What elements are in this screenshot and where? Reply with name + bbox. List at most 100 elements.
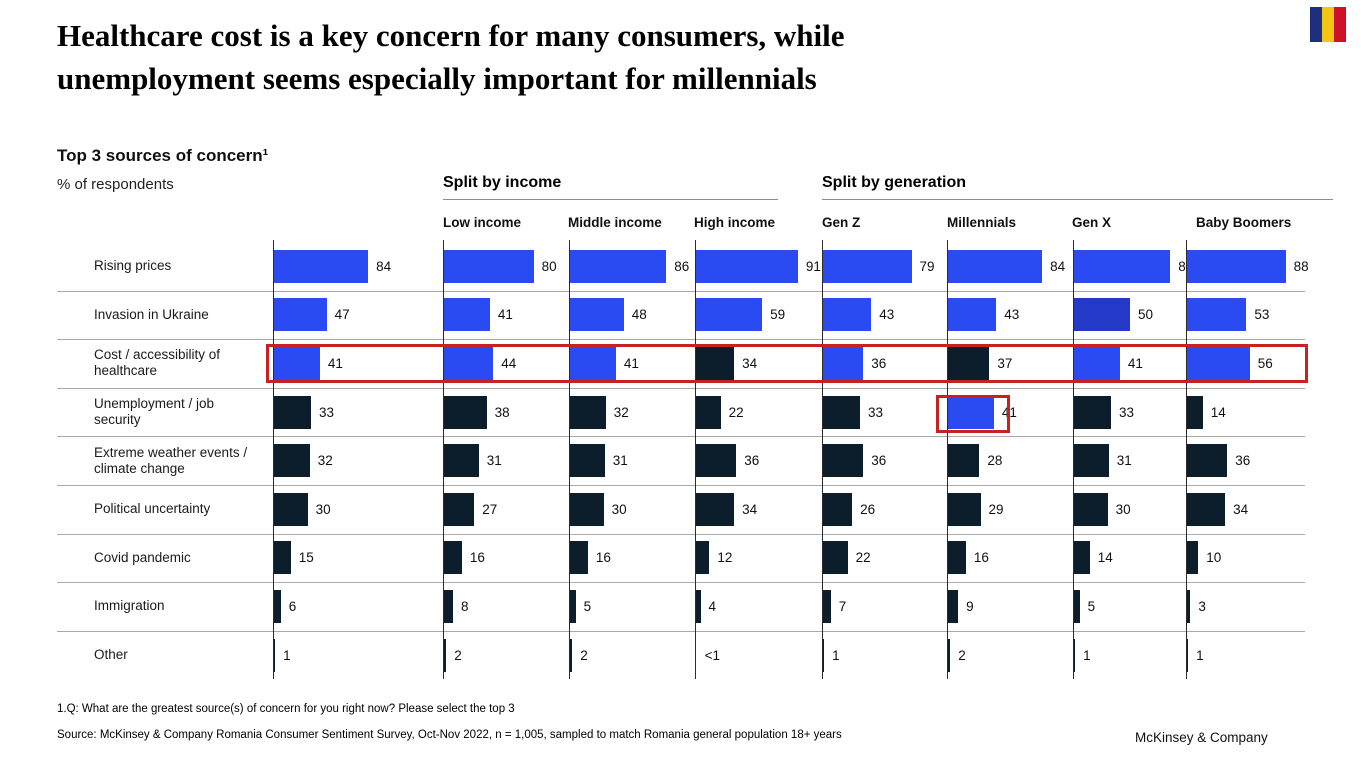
- bar: [696, 492, 735, 526]
- column-axis: [273, 240, 274, 680]
- bar-value: 30: [611, 501, 627, 517]
- bar-value: 86: [674, 258, 690, 274]
- highlight-cell-box: [936, 394, 1010, 433]
- column-axis: [947, 240, 948, 680]
- chart-subtitle: % of respondents: [57, 176, 174, 193]
- footnote-question: 1.Q: What are the greatest source(s) of …: [57, 703, 515, 715]
- bar-value: 47: [334, 307, 350, 323]
- column-axis: [443, 240, 444, 680]
- bar-value: 36: [1235, 453, 1251, 469]
- bar-value: 2: [454, 647, 462, 663]
- bar-value: 41: [497, 307, 513, 323]
- bar: [823, 347, 864, 380]
- bar: [444, 395, 487, 429]
- bar: [948, 395, 994, 429]
- bar: [696, 249, 798, 283]
- bar-value: 84: [1050, 258, 1066, 274]
- bar: [444, 347, 494, 380]
- row-label: Covid pandemic: [94, 549, 191, 565]
- bar: [696, 444, 737, 478]
- bar-value: 16: [595, 550, 611, 566]
- bar-value: 34: [742, 355, 758, 371]
- bar: [823, 249, 912, 283]
- bar-value: 16: [469, 550, 485, 566]
- bar: [823, 298, 872, 332]
- bar: [1074, 541, 1090, 575]
- bar-value: 5: [583, 598, 592, 614]
- bar-value: 30: [315, 501, 331, 517]
- bar: [570, 444, 605, 478]
- bar: [696, 590, 701, 623]
- column-header-gen-x: Gen X: [1072, 215, 1112, 230]
- bar: [1187, 444, 1228, 478]
- bar-value: 44: [501, 355, 517, 371]
- bar-value: 16: [973, 550, 989, 566]
- bar-value: 43: [879, 307, 895, 323]
- bar: [1187, 347, 1250, 380]
- bar: [1074, 298, 1130, 332]
- bar: [823, 444, 864, 478]
- bar-value: 22: [855, 550, 871, 566]
- bar-value: 79: [919, 258, 935, 274]
- bar: [1187, 492, 1226, 526]
- bar-value: 33: [319, 404, 335, 420]
- flag-stripe-red: [1334, 7, 1346, 42]
- bar-value: 50: [1138, 307, 1154, 323]
- row-separator: [57, 630, 1305, 632]
- bar: [1074, 347, 1120, 380]
- column-axis: [822, 240, 823, 680]
- bar: [948, 298, 997, 332]
- bar: [570, 249, 667, 283]
- bar-value: 34: [742, 501, 758, 517]
- bar-value: 1: [1083, 647, 1091, 663]
- column-axis: [695, 240, 696, 680]
- group-underline-generation: [822, 199, 1333, 200]
- row-label: Invasion in Ukraine: [94, 306, 209, 322]
- bar: [948, 347, 990, 380]
- bar-value: 53: [1254, 307, 1270, 323]
- bar: [444, 590, 453, 623]
- bar: [696, 541, 710, 575]
- bar-value: 36: [871, 355, 887, 371]
- mckinsey-logo-text: McKinsey & Company: [1135, 730, 1268, 745]
- bar: [274, 347, 320, 380]
- bar: [274, 590, 281, 623]
- bar-value: <1: [704, 647, 720, 663]
- bar: [1187, 395, 1203, 429]
- bar-value: 4: [708, 598, 717, 614]
- bar-value: 6: [288, 598, 297, 614]
- row-label: Extreme weather events / climate change: [94, 444, 248, 476]
- bar-value: 43: [1004, 307, 1020, 323]
- bar: [570, 638, 573, 672]
- bar-value: 41: [623, 355, 639, 371]
- bar-value: 9: [966, 598, 974, 614]
- bar: [274, 395, 311, 429]
- bar-value: 7: [838, 598, 847, 614]
- bar-value: 2: [958, 647, 966, 663]
- bar-value: 88: [1293, 258, 1309, 274]
- bar-value: 30: [1115, 501, 1131, 517]
- row-label: Immigration: [94, 598, 165, 614]
- bar-value: 84: [376, 258, 392, 274]
- bar: [1074, 492, 1108, 526]
- bar: [1187, 638, 1189, 672]
- bar-value: 32: [613, 404, 629, 420]
- bar-value: 36: [871, 453, 887, 469]
- bar-value: 10: [1206, 550, 1222, 566]
- bar: [823, 395, 860, 429]
- row-label: Rising prices: [94, 258, 172, 274]
- chart-title: Top 3 sources of concern¹: [57, 146, 269, 165]
- bar-value: 91: [805, 258, 821, 274]
- bar-value: 33: [1119, 404, 1135, 420]
- bar: [948, 638, 951, 672]
- bar: [696, 395, 721, 429]
- bar-value: 59: [770, 307, 786, 323]
- column-header-baby-boomers: Baby Boomers: [1196, 215, 1292, 230]
- row-separator: [57, 387, 1305, 389]
- bar-value: 33: [868, 404, 884, 420]
- highlight-row-box: [266, 343, 1308, 383]
- bar-value: 12: [717, 550, 733, 566]
- bar-value: 28: [987, 453, 1003, 469]
- page-title-line-1: Healthcare cost is a key concern for man…: [57, 18, 845, 53]
